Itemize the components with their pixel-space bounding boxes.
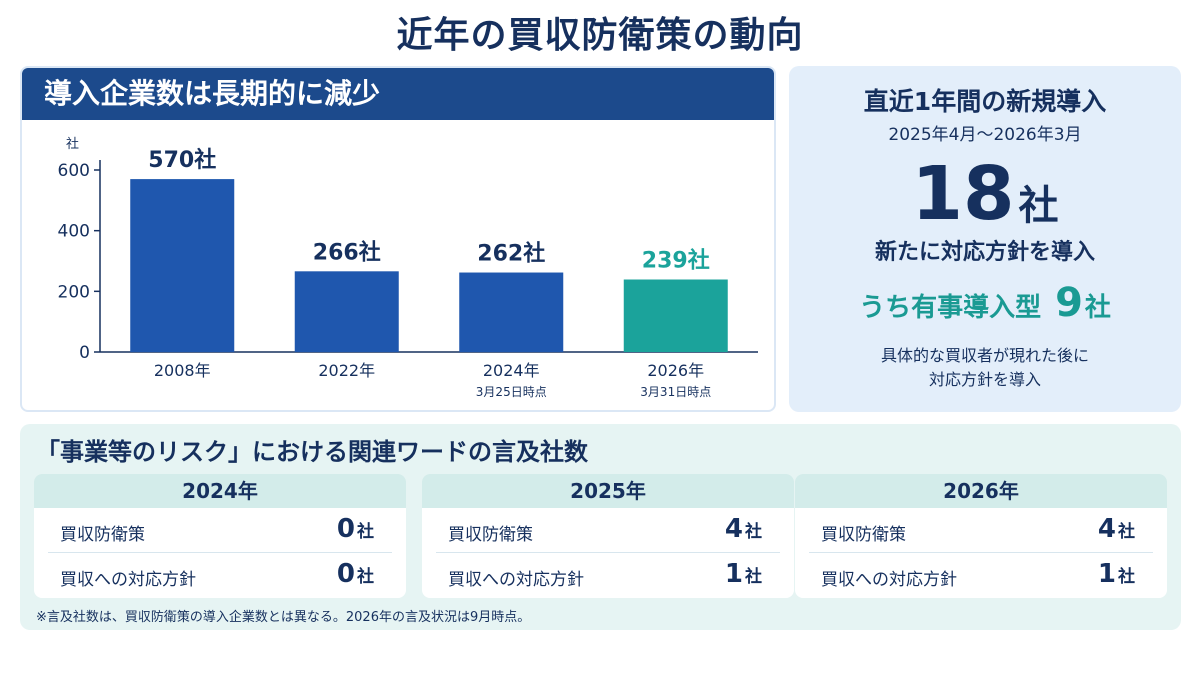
- y-tick-label: 0: [79, 343, 90, 363]
- mentions-title: 「事業等のリスク」における関連ワードの言及社数: [36, 438, 588, 466]
- mention-label: 買収防衛策: [60, 525, 145, 545]
- mention-number: 1: [724, 559, 743, 589]
- mention-label: 買収への対応方針: [821, 570, 957, 590]
- bar-2022年: [294, 271, 399, 352]
- bar-chart: 社 0 200 400 600 570社 2008年 266社 2022年 262社 2024年 3月…: [58, 136, 758, 399]
- y-axis-unit-label: 社: [66, 136, 79, 152]
- mention-number: 0: [336, 514, 355, 544]
- new-adoption-description: 新たに対応方針を導入: [874, 240, 1095, 265]
- mention-unit: 社: [357, 567, 374, 587]
- new-adoption-period: 2025年4月〜2026年3月: [888, 125, 1082, 145]
- y-tick-label: 200: [58, 282, 90, 302]
- x-tick-label: 2008年: [154, 361, 211, 380]
- new-adoption-unit: 社: [1018, 183, 1059, 229]
- x-tick-label: 2024年: [483, 361, 540, 380]
- mention-number: 0: [336, 559, 355, 589]
- note-line: 具体的な買収者が現れた後に: [880, 346, 1089, 365]
- bar-2008年: [130, 179, 235, 352]
- mention-number: 1: [1097, 559, 1116, 589]
- emergency-type-note: 具体的な買収者が現れた後に 対応方針を導入: [789, 344, 1181, 392]
- mention-label: 買収防衛策: [821, 525, 906, 545]
- year-card-header: 2025年: [422, 474, 794, 508]
- y-tick-label: 400: [58, 222, 90, 242]
- chart-panel: 導入企業数は長期的に減少 社 0 200 400 600 570社 2008年 266社 202…: [20, 66, 776, 412]
- bar-2026年: [623, 279, 728, 352]
- page-title: 近年の買収防衛策の動向: [396, 15, 804, 56]
- new-adoption-count: 18 社: [789, 150, 1181, 238]
- new-adoption-number: 18: [911, 151, 1015, 237]
- emergency-type-number: 9: [1055, 280, 1083, 326]
- mention-unit: 社: [1118, 522, 1135, 542]
- x-tick-sublabel: 3月25日時点: [476, 385, 547, 399]
- y-tick-label: 600: [58, 161, 90, 181]
- chart-header: 導入企業数は長期的に減少: [22, 68, 774, 120]
- bar-value-label: 266社: [313, 239, 381, 265]
- mention-unit: 社: [1118, 567, 1135, 587]
- bar-value-label: 570社: [148, 147, 216, 173]
- new-adoption-panel: 直近1年間の新規導入 2025年4月〜2026年3月 18 社 新たに対応方針を導…: [789, 66, 1181, 412]
- mention-label: 買収への対応方針: [60, 570, 196, 590]
- bar-2024年: [459, 272, 564, 352]
- emergency-type-unit: 社: [1084, 293, 1111, 323]
- bar-value-label: 262社: [477, 241, 545, 267]
- year-card-header: 2026年: [795, 474, 1167, 508]
- year-card-header: 2024年: [34, 474, 406, 508]
- x-tick-label: 2026年: [647, 361, 704, 380]
- x-tick-sublabel: 3月31日時点: [640, 385, 711, 399]
- mention-unit: 社: [745, 522, 762, 542]
- mention-label: 買収への対応方針: [448, 570, 584, 590]
- mention-number: 4: [724, 514, 743, 544]
- mention-number: 4: [1097, 514, 1116, 544]
- mention-unit: 社: [745, 567, 762, 587]
- note-line: 対応方針を導入: [928, 370, 1041, 389]
- x-tick-label: 2022年: [318, 361, 375, 380]
- new-adoption-title: 直近1年間の新規導入: [863, 87, 1107, 116]
- mentions-footnote: ※言及社数は、買収防衛策の導入企業数とは異なる。2026年の言及状況は9月時点。: [36, 610, 531, 625]
- emergency-type-count: うち有事導入型 9社: [789, 280, 1181, 326]
- mention-label: 買収防衛策: [448, 525, 533, 545]
- mention-unit: 社: [357, 522, 374, 542]
- bar-value-label: 239社: [642, 248, 710, 274]
- emergency-type-label: うち有事導入型: [859, 293, 1042, 323]
